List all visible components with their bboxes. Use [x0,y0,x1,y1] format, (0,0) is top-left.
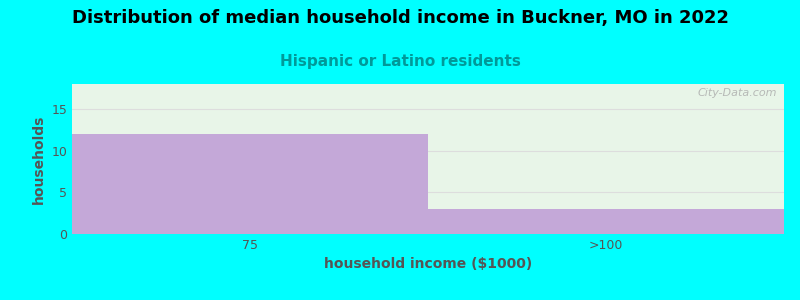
Bar [428,209,784,234]
Bar [72,134,428,234]
X-axis label: household income ($1000): household income ($1000) [324,257,532,272]
Y-axis label: households: households [32,114,46,204]
Text: Hispanic or Latino residents: Hispanic or Latino residents [279,54,521,69]
Text: City-Data.com: City-Data.com [698,88,777,98]
Text: Distribution of median household income in Buckner, MO in 2022: Distribution of median household income … [71,9,729,27]
